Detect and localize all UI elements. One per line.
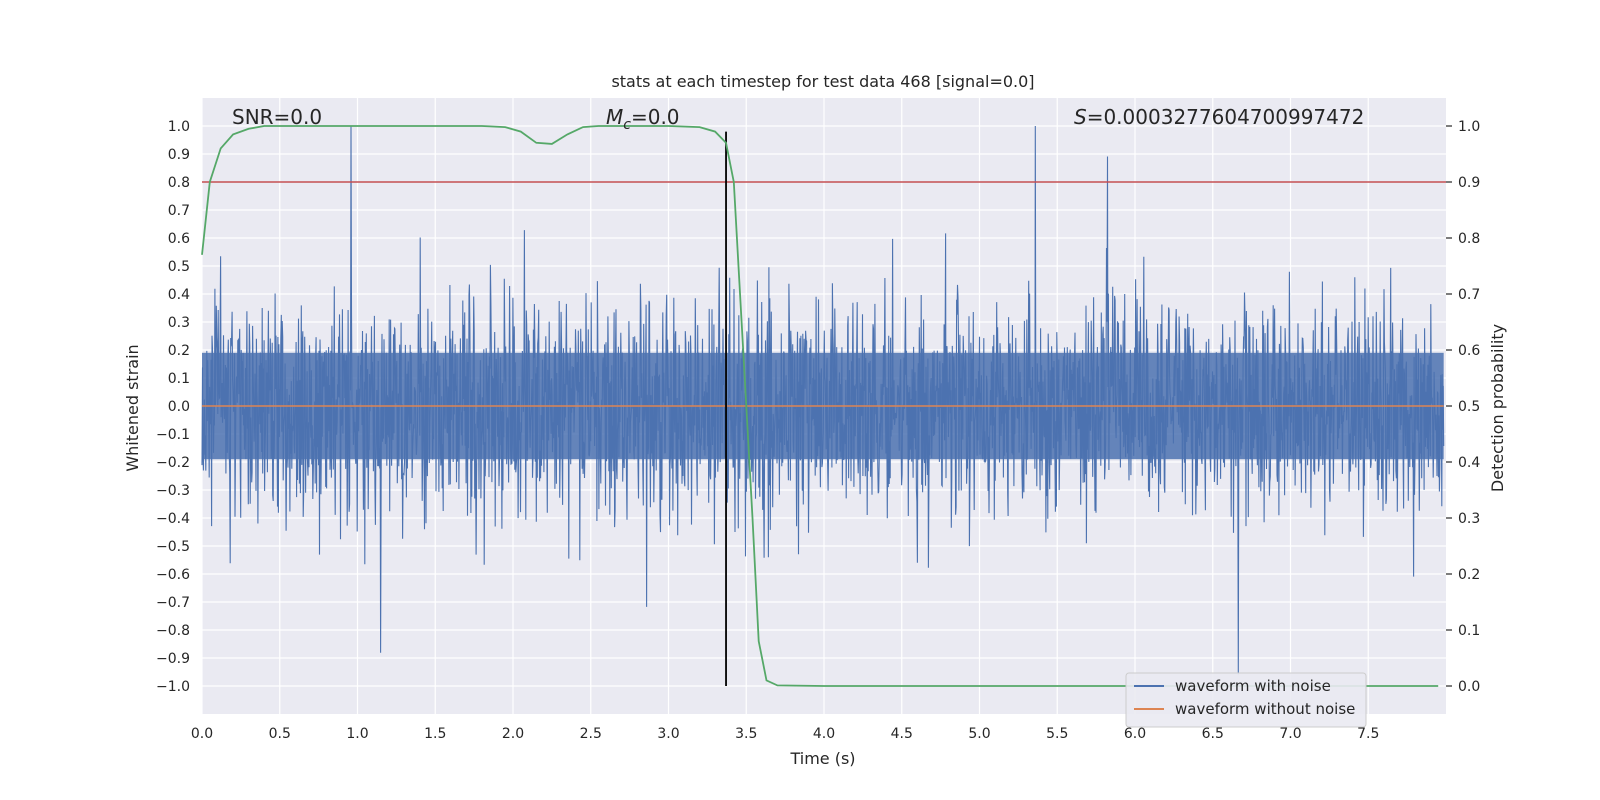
right-y-tick-label: 0.4 (1458, 455, 1480, 471)
x-tick-label: 5.5 (1046, 726, 1068, 742)
left-y-tick-label: −0.8 (156, 623, 190, 639)
left-y-tick-label: −0.6 (156, 567, 190, 583)
x-tick-label: 2.5 (580, 726, 602, 742)
left-y-tick-label: 0.0 (168, 399, 190, 415)
left-y-axis-ticks: 1.0 0.9 0.8 0.7 0.6 0.5 0.4 0.3 0.2 0.1 0.0 −0.1 −0.… (156, 119, 190, 695)
right-y-tick-label: 0.1 (1458, 623, 1480, 639)
x-axis-ticks: 0.0 0.5 1.0 1.5 2.0 2.5 3.0 3.5 4.0 4.5 5.0 5.5 6.0 6… (191, 726, 1380, 742)
x-tick-label: 3.0 (657, 726, 679, 742)
right-y-axis-label: Detection probability (1488, 324, 1507, 492)
right-y-tick-label: 0.9 (1458, 175, 1480, 191)
score-annotation: S=0.0003277604700997472 (1074, 105, 1364, 129)
x-axis-label: Time (s) (789, 749, 855, 768)
right-y-tick-label: 0.7 (1458, 287, 1480, 303)
right-y-tick-label: 0.5 (1458, 399, 1480, 415)
left-y-tick-label: 0.6 (168, 231, 190, 247)
left-y-tick-label: 0.1 (168, 371, 190, 387)
left-y-tick-label: −0.3 (156, 483, 190, 499)
x-tick-label: 6.0 (1124, 726, 1146, 742)
x-tick-label: 6.5 (1202, 726, 1224, 742)
snr-annotation: SNR=0.0 (232, 105, 322, 129)
left-y-tick-label: −1.0 (156, 679, 190, 695)
legend-box (1125, 672, 1367, 728)
legend-label-noise: waveform with noise (1175, 677, 1331, 695)
left-y-tick-label: 0.2 (168, 343, 190, 359)
left-y-tick-label: 1.0 (168, 119, 190, 135)
chirp-mass-value: =0.0 (631, 105, 680, 129)
legend-label-clean: waveform without noise (1175, 700, 1355, 718)
legend: waveform with noise waveform without noi… (1125, 672, 1367, 728)
chart-title: stats at each timestep for test data 468… (611, 72, 1034, 91)
x-tick-label: 2.0 (502, 726, 524, 742)
left-y-tick-label: −0.7 (156, 595, 190, 611)
x-tick-label: 4.5 (891, 726, 913, 742)
left-y-tick-label: 0.8 (168, 175, 190, 191)
right-y-tick-label: 0.8 (1458, 231, 1480, 247)
detection-probability-line (201, 125, 1439, 687)
left-y-tick-label: −0.5 (156, 539, 190, 555)
right-y-axis-ticks: 1.0 0.9 0.8 0.7 0.6 0.5 0.4 0.3 0.2 0.1 0.0 (1446, 119, 1480, 695)
chirp-mass-subscript: c (623, 117, 631, 133)
x-tick-label: 3.5 (735, 726, 757, 742)
chirp-mass-symbol: M (606, 105, 623, 129)
left-y-tick-label: −0.1 (156, 427, 190, 443)
left-y-tick-label: 0.7 (168, 203, 190, 219)
right-y-tick-label: 0.0 (1458, 679, 1480, 695)
x-tick-label: 0.5 (269, 726, 291, 742)
lines (201, 125, 1446, 687)
x-tick-label: 0.0 (191, 726, 213, 742)
x-tick-label: 1.0 (346, 726, 368, 742)
x-tick-label: 5.0 (968, 726, 990, 742)
left-y-axis-label: Whitened strain (123, 344, 142, 471)
left-y-tick-label: −0.2 (156, 455, 190, 471)
left-y-tick-label: −0.4 (156, 511, 190, 527)
right-y-tick-label: 0.6 (1458, 343, 1480, 359)
left-y-tick-label: 0.5 (168, 259, 190, 275)
right-y-tick-label: 0.2 (1458, 567, 1480, 583)
x-tick-label: 7.5 (1357, 726, 1379, 742)
left-y-tick-label: 0.9 (168, 147, 190, 163)
x-tick-label: 4.0 (813, 726, 835, 742)
score-value: =0.0003277604700997472 (1087, 105, 1365, 129)
left-y-tick-label: 0.3 (168, 315, 190, 331)
x-tick-label: 1.5 (424, 726, 446, 742)
right-y-tick-label: 0.3 (1458, 511, 1480, 527)
x-tick-label: 7.0 (1279, 726, 1301, 742)
chirp-mass-annotation: Mc=0.0 (606, 105, 680, 133)
right-y-tick-label: 1.0 (1458, 119, 1480, 135)
left-y-tick-label: 0.4 (168, 287, 190, 303)
score-symbol: S (1074, 105, 1087, 129)
left-y-tick-label: −0.9 (156, 651, 190, 667)
